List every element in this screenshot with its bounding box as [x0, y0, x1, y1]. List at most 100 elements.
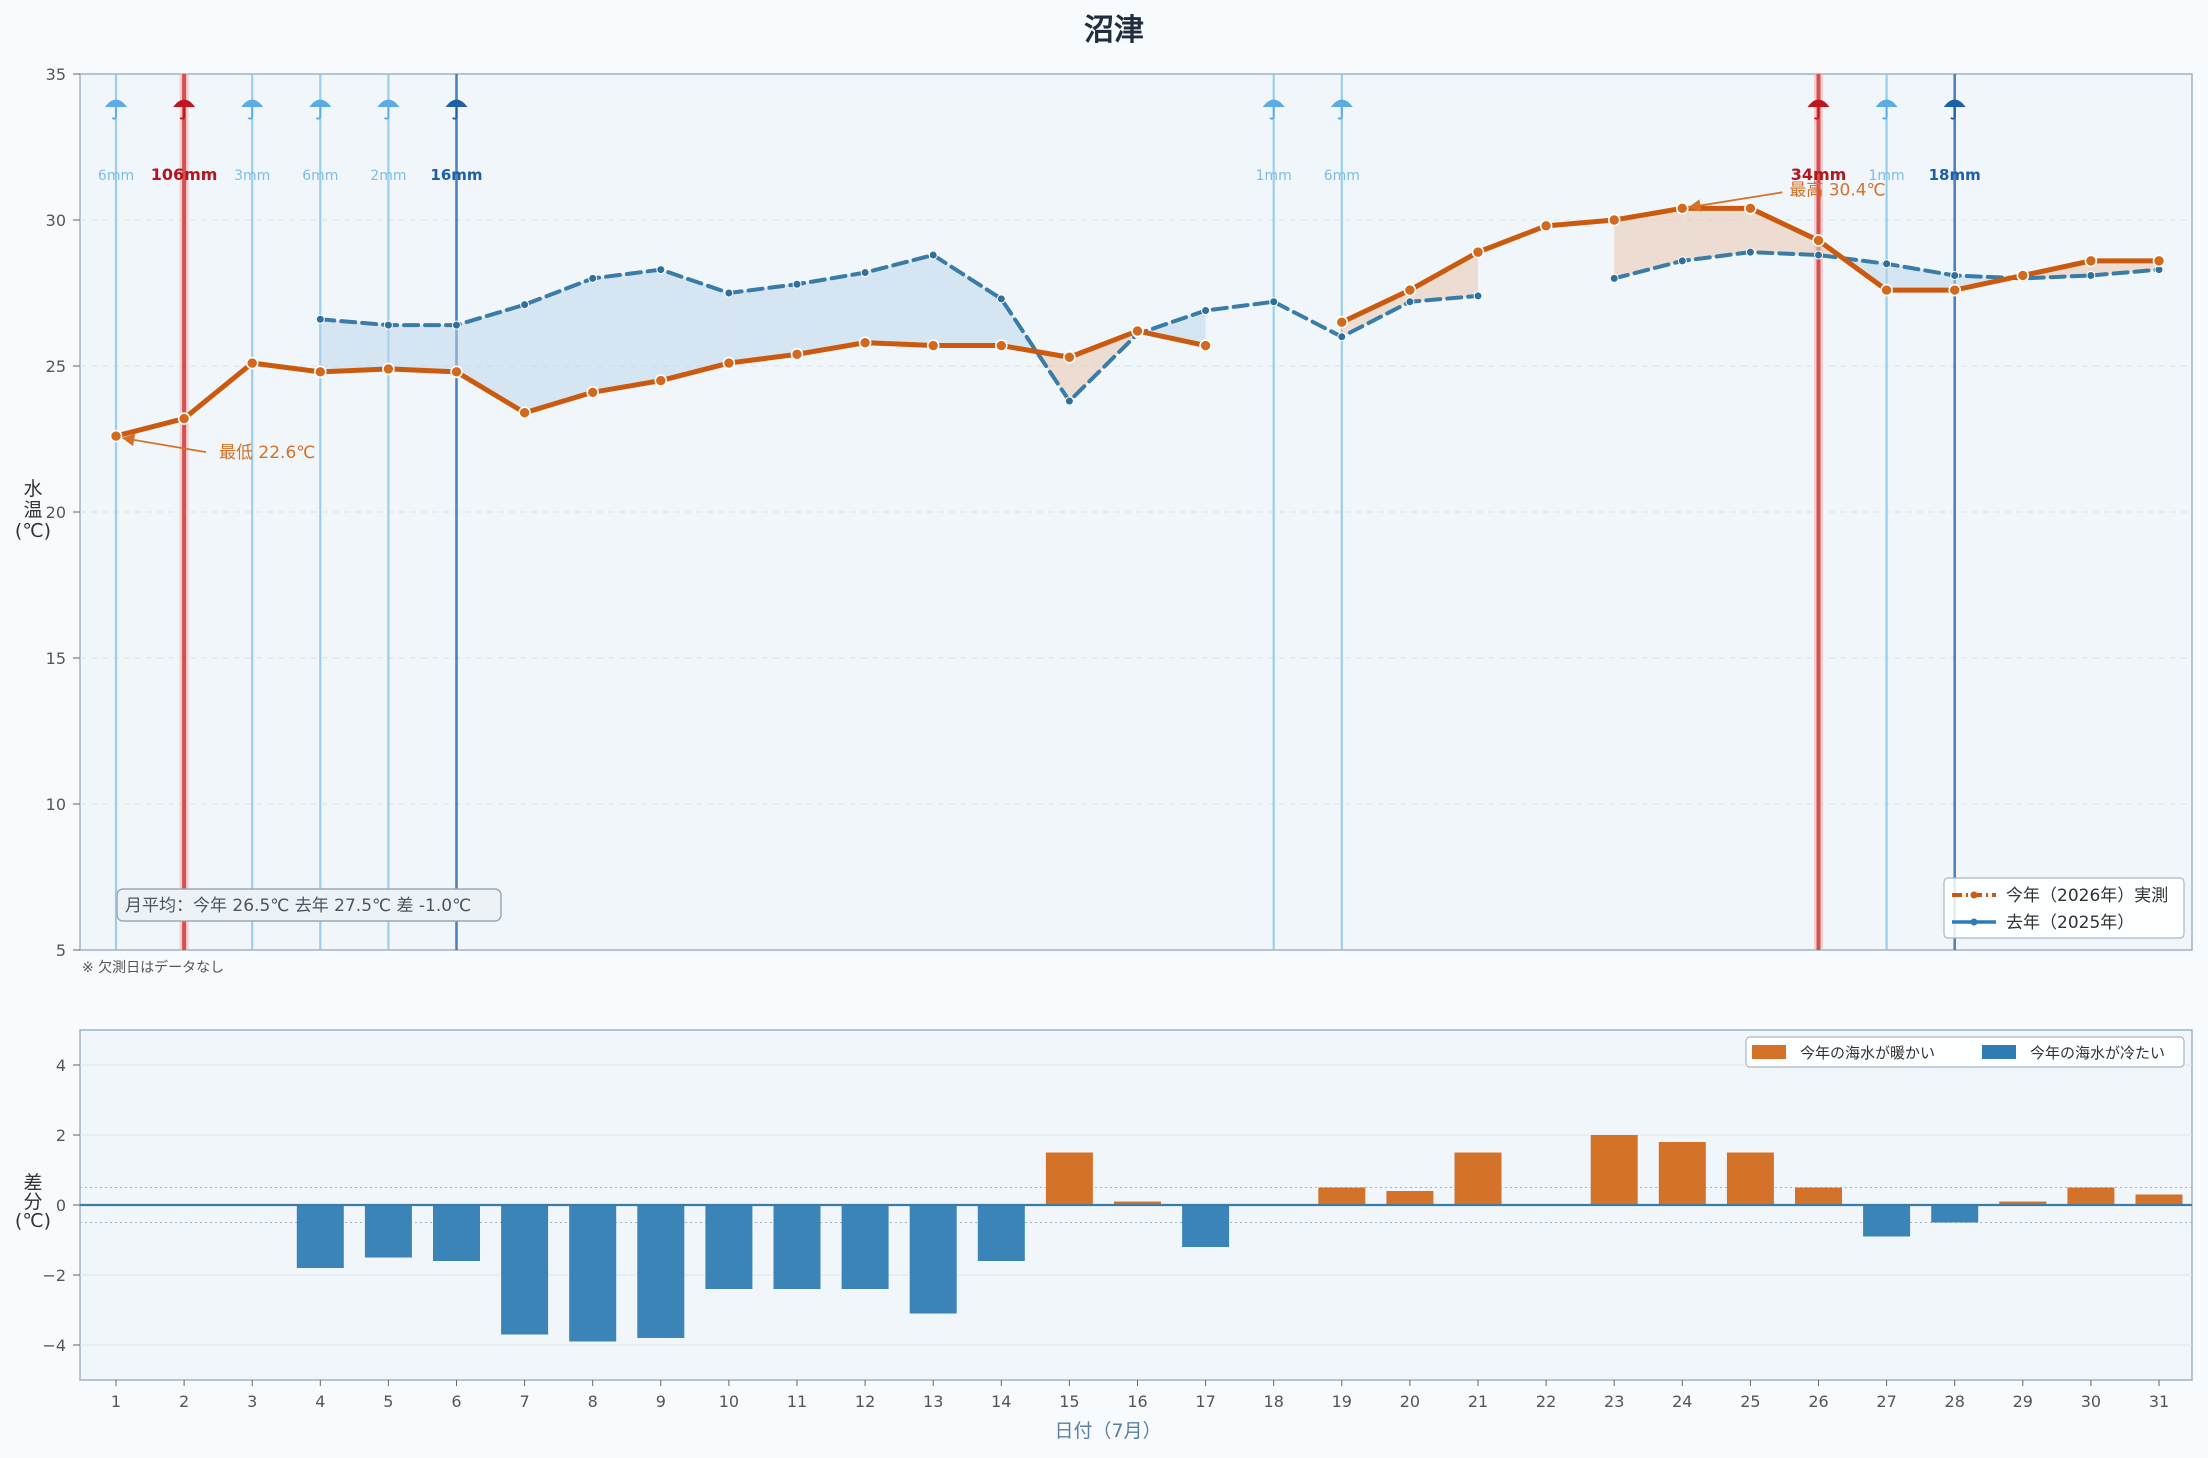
min-arrow	[121, 433, 207, 453]
difference-y-ticks: −4 −2 0 2 4	[42, 1056, 80, 1355]
rain-amount-label: 18mm	[1929, 166, 1981, 184]
x-tick-label: 31	[2149, 1392, 2169, 1411]
rain-markers: 6mm 106mm 3mm 6mm 2mm 16mm 1mm 6mm 34mm 1mm 18mm	[98, 74, 1981, 950]
this-year-point	[1880, 283, 1893, 297]
chart-title: 沼津	[1084, 13, 1144, 48]
this-year-point	[1812, 234, 1825, 247]
this-year-point	[109, 429, 123, 443]
temperature-y-axis-label: 水 温 (℃)	[15, 478, 51, 542]
warm-fill-segment	[1682, 208, 1751, 261]
difference-bar	[1590, 1135, 1638, 1205]
ylabel-char-1: 水	[23, 478, 42, 500]
difference-bar	[1863, 1205, 1911, 1237]
last-year-point	[588, 273, 598, 283]
this-year-point	[586, 385, 600, 399]
last-year-point	[1064, 396, 1074, 406]
last-year-point	[315, 314, 325, 324]
difference-bar	[637, 1205, 685, 1338]
cold-fill-segment	[660, 269, 729, 381]
max-arrow	[1688, 191, 1783, 212]
cold-fill-segment	[1886, 263, 1955, 291]
cold-fill-segment	[524, 278, 593, 413]
last-year-point	[1677, 256, 1687, 266]
rain-marker: 2mm	[370, 74, 406, 950]
umbrella-icon	[309, 99, 332, 120]
x-tick-label: 16	[1127, 1392, 1147, 1411]
rain-amount-label: 6mm	[98, 168, 134, 184]
umbrella-icon	[173, 99, 196, 120]
temperature-y-tick-label: 20	[46, 503, 66, 522]
rain-amount-label: 6mm	[302, 168, 338, 184]
last-year-point	[1405, 297, 1415, 307]
rain-amount-label: 1mm	[1256, 168, 1292, 184]
rain-marker: 6mm	[98, 74, 134, 950]
warm-fill-segment	[1750, 208, 1819, 256]
x-tick-label: 29	[2013, 1392, 2033, 1411]
this-year-point	[2016, 269, 2030, 282]
x-axis-ticks: 1 2 3 4 5 6 7 8 9 10 11 12 13 14 15 16 17 18 19 20 21 22 23 24 2…	[111, 1380, 2169, 1411]
x-tick-label: 20	[1400, 1392, 1420, 1411]
last-year-point	[1609, 273, 1619, 283]
cold-fill-segment	[388, 325, 457, 372]
rain-amount-label: 2mm	[370, 168, 406, 184]
temperature-y-tick-label: 10	[46, 795, 66, 814]
x-tick-label: 24	[1672, 1392, 1692, 1411]
last-year-point	[383, 320, 393, 330]
difference-bar	[841, 1205, 889, 1289]
min-temp-label: 最低 22.6℃	[219, 443, 315, 463]
rain-amount-label: 3mm	[234, 168, 270, 184]
difference-y-tick-label: 2	[56, 1126, 66, 1145]
last-year-point	[792, 279, 802, 289]
umbrella-icon	[105, 99, 127, 120]
last-year-point	[1950, 270, 1960, 280]
this-year-point	[313, 365, 327, 379]
last-year-point	[1473, 291, 1483, 301]
temperature-y-tick-label: 15	[46, 649, 66, 668]
extreme-annotations: 最低 22.6℃ 最高 30.4℃	[121, 180, 1886, 463]
legend-warm-swatch	[1752, 1045, 1786, 1059]
x-tick-label: 13	[923, 1392, 943, 1411]
umbrella-icon	[1943, 99, 1966, 120]
difference-bar	[1454, 1152, 1502, 1205]
umbrella-icon	[377, 99, 400, 120]
difference-bar	[2067, 1187, 2115, 1205]
this-year-point	[450, 365, 463, 379]
this-year-point	[2152, 254, 2166, 268]
x-tick-label: 19	[1332, 1392, 1352, 1411]
rain-amount-label: 6mm	[1324, 168, 1360, 184]
temperature-y-tick-label: 25	[46, 357, 66, 376]
ylabel-char-2: 温	[23, 499, 42, 521]
x-tick-label: 10	[719, 1392, 739, 1411]
last-year-point	[996, 294, 1006, 304]
last-year-point	[520, 300, 530, 310]
difference-bar	[1045, 1152, 1093, 1205]
x-tick-label: 6	[451, 1392, 461, 1411]
umbrella-icon	[1875, 99, 1898, 120]
this-year-point	[245, 356, 259, 370]
temperature-legend: 今年（2026年）実測 去年（2025年）	[1943, 877, 2185, 939]
umbrella-icon	[1262, 99, 1285, 120]
temperature-y-tick-label: 30	[46, 211, 66, 230]
last-year-point	[656, 265, 666, 275]
difference-bar	[1114, 1201, 1161, 1205]
difference-y-tick-label: 4	[56, 1056, 66, 1075]
umbrella-icon	[241, 99, 264, 120]
this-year-point	[790, 348, 804, 361]
rain-marker: 6mm	[1324, 74, 1360, 950]
x-tick-label: 17	[1195, 1392, 1215, 1411]
difference-bar	[1726, 1152, 1774, 1205]
this-year-point	[177, 412, 191, 425]
legend-last-year: 去年（2025年）	[2006, 913, 2134, 933]
last-year-point	[1882, 259, 1892, 269]
difference-bar	[1182, 1205, 1230, 1247]
difference-bar	[909, 1205, 957, 1314]
difference-y-tick-label: 0	[56, 1196, 66, 1215]
this-year-point	[1403, 283, 1417, 297]
this-year-point	[1335, 315, 1349, 329]
warm-fill-segment	[2090, 260, 2159, 276]
rain-amount-label: 1mm	[1869, 168, 1905, 184]
x-tick-label: 26	[1808, 1392, 1828, 1411]
cold-fill-segment	[592, 269, 661, 393]
temperature-gridlines	[80, 219, 2192, 805]
monthly-summary-text: 月平均：今年 26.5℃ 去年 27.5℃ 差 -1.0℃	[125, 896, 471, 916]
